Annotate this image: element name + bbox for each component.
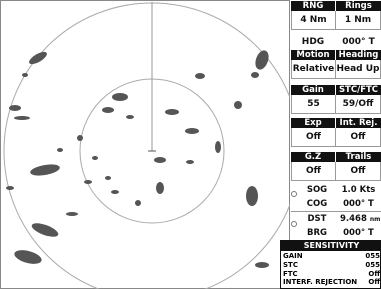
sensitivity-row: GAIN 055 (283, 252, 380, 261)
panel-value: Head Up (335, 60, 381, 79)
sens-value: 055 (365, 252, 380, 261)
panel-label: Heading (336, 50, 381, 60)
sens-label: STC (283, 261, 298, 270)
hdg-value: 000° T (336, 34, 381, 50)
nav-value: 000° T (336, 197, 381, 211)
panel-label: STC/FTC (336, 85, 381, 95)
nav-label: DST (298, 212, 336, 226)
nav-label: COG (298, 197, 336, 211)
sensitivity-row: INTERF. REJECTION Off (283, 278, 380, 287)
panel-label: Gain (291, 85, 335, 95)
panel-label: Trails (336, 152, 381, 162)
panel-value: 55 (291, 95, 336, 114)
panel-value: 59/Off (335, 95, 381, 114)
radar-screen: {"grid_rows": [ {"labels": ["RNG", "Ring… (0, 0, 381, 289)
panel-value: Off (291, 128, 336, 147)
sens-value: 055 (365, 261, 380, 270)
sensitivity-row: STC 055 (283, 261, 380, 270)
panel-label: Exp (291, 118, 335, 128)
hdg-label: HDG (291, 34, 335, 50)
radar-frame (1, 1, 290, 289)
nav-label: BRG (298, 226, 336, 240)
sens-label: GAIN (283, 252, 303, 261)
panel-value: Off (335, 128, 381, 147)
nav-value: 1.0 Kts (336, 183, 381, 197)
nav-value: 9.468 nm (336, 212, 381, 226)
panel-value: 1 Nm (335, 11, 381, 30)
radar-display (0, 0, 290, 289)
panel-value: Off (335, 162, 381, 181)
dst-unit: nm (370, 216, 381, 223)
nav-value: 000° T (336, 226, 381, 240)
nav-label: SOG (298, 183, 336, 197)
panel-label: G.Z (291, 152, 335, 162)
dst-value: 9.468 (340, 214, 367, 224)
panel-label: Int. Rej. (336, 118, 381, 128)
panel-label: RNG (291, 1, 335, 11)
sens-label: INTERF. REJECTION (283, 278, 357, 287)
panel-value: 4 Nm (291, 11, 336, 30)
panel-label: Motion (291, 50, 335, 60)
sens-value: Off (368, 278, 380, 287)
sensitivity-title: SENSITIVITY (281, 241, 381, 251)
panel-label: Rings (336, 1, 381, 11)
panel-value: Relative (291, 60, 336, 79)
panel-value: Off (291, 162, 336, 181)
